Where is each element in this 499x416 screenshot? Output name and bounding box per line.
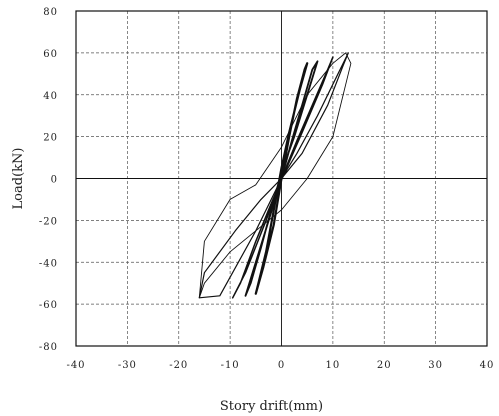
y-tick-labels: 80 60 40 20 0 -20 -40 -60 -80 <box>39 7 58 353</box>
x-tick-label: 30 <box>428 360 443 371</box>
hysteresis-loop-4 <box>198 52 349 299</box>
x-tick-label: 20 <box>377 360 392 371</box>
y-tick-label: 0 <box>51 175 58 186</box>
hysteresis-loop-2 <box>244 60 319 297</box>
y-tick-label: -80 <box>39 342 58 353</box>
y-tick-label: 40 <box>43 91 58 102</box>
hysteresis-loop-3 <box>231 56 334 299</box>
x-tick-label: -20 <box>169 360 188 371</box>
x-axis-title: Story drift(mm) <box>220 399 323 414</box>
series-group <box>198 52 352 299</box>
hysteresis-loop-1 <box>254 62 309 295</box>
y-tick-label: -40 <box>39 258 58 269</box>
y-tick-label: -60 <box>39 300 58 311</box>
x-tick-label: -10 <box>221 360 240 371</box>
x-tick-label: -40 <box>66 360 85 371</box>
y-tick-label: -20 <box>39 216 58 227</box>
plot-frame <box>75 10 488 347</box>
y-tick-label: 20 <box>43 133 58 144</box>
y-tick-label: 80 <box>43 7 58 18</box>
y-tick-label: 60 <box>43 49 58 60</box>
x-tick-label: 40 <box>480 360 495 371</box>
x-tick-label: 0 <box>278 360 285 371</box>
y-axis-title: Load(kN) <box>11 148 26 210</box>
hysteresis-loop-5 <box>198 52 352 299</box>
x-tick-labels: -40 -30 -20 -10 0 10 20 30 40 <box>66 360 495 371</box>
x-tick-label: -30 <box>118 360 137 371</box>
x-tick-label: 10 <box>326 360 341 371</box>
